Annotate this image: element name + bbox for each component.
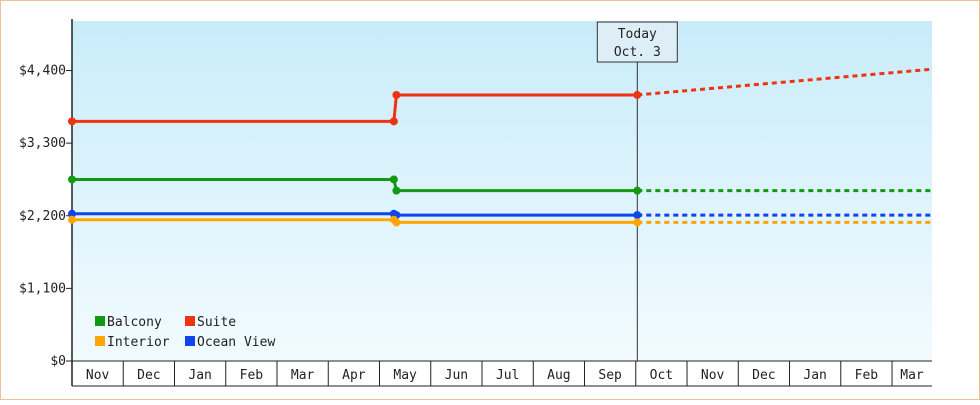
data-point xyxy=(392,90,401,99)
month-label: Feb xyxy=(855,368,879,383)
data-point xyxy=(389,175,398,184)
y-tick-label: $4,400 xyxy=(19,64,66,79)
x-axis: Nov Dec Jan Feb Mar Apr May Jun Jul Aug Sep Oct Nov D… xyxy=(71,360,932,387)
series-suite xyxy=(68,67,933,126)
legend-label-balcony: Balcony xyxy=(107,315,162,330)
legend-swatch-interior xyxy=(95,336,105,346)
month-label: Jan xyxy=(188,368,211,383)
today-marker: Today Oct. 3 xyxy=(596,21,678,361)
today-label: Today xyxy=(618,27,657,42)
month-label: Jun xyxy=(445,368,468,383)
month-label: Dec xyxy=(137,368,160,383)
today-box xyxy=(596,21,678,63)
month-label: Oct xyxy=(650,368,673,383)
month-label: Aug xyxy=(547,368,570,383)
y-axis: $0 $1,100 $2,200 $3,300 $4,400 xyxy=(19,19,73,386)
y-tick-label: $0 xyxy=(50,354,66,369)
legend-swatch-suite xyxy=(185,316,195,326)
series-line-balcony xyxy=(72,177,638,193)
month-label: May xyxy=(393,368,417,383)
month-label: Jul xyxy=(496,368,519,383)
month-label: Jan xyxy=(803,368,826,383)
data-point xyxy=(68,209,76,218)
legend-swatch-ocean-view xyxy=(185,336,195,346)
legend-label-ocean-view: Ocean View xyxy=(197,335,275,350)
series-lines xyxy=(68,67,933,227)
y-tick-label: $3,300 xyxy=(19,136,66,151)
data-point xyxy=(389,117,398,126)
data-point xyxy=(633,211,642,220)
y-tick-label: $2,200 xyxy=(19,209,66,224)
legend: Balcony Suite Interior Ocean View xyxy=(95,315,275,350)
data-point xyxy=(633,90,642,99)
legend-label-suite: Suite xyxy=(197,315,236,330)
month-label: Apr xyxy=(342,368,366,383)
series-line-ocean-view xyxy=(72,212,638,217)
series-ocean-view xyxy=(68,209,932,220)
data-point xyxy=(68,175,76,184)
y-tick-label: $1,100 xyxy=(19,281,66,296)
series-interior xyxy=(68,215,932,227)
series-line-suite xyxy=(72,93,638,123)
month-label: Nov xyxy=(701,368,725,383)
series-balcony xyxy=(68,175,932,195)
legend-swatch-balcony xyxy=(95,316,105,326)
data-point xyxy=(392,186,401,195)
data-point xyxy=(68,215,76,224)
month-label: Dec xyxy=(752,368,775,383)
legend-label-interior: Interior xyxy=(107,335,170,350)
month-label: Sep xyxy=(598,368,622,383)
month-label: Nov xyxy=(86,368,110,383)
data-point xyxy=(392,218,401,227)
month-label: Mar xyxy=(291,368,315,383)
data-point xyxy=(633,186,642,195)
month-label: Mar xyxy=(900,368,924,383)
data-point xyxy=(633,218,642,227)
month-label: Feb xyxy=(240,368,264,383)
series-forecast-suite xyxy=(637,67,933,97)
data-point xyxy=(68,117,76,126)
today-date-label: Oct. 3 xyxy=(614,45,661,60)
